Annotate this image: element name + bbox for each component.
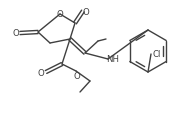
Text: NH: NH — [107, 55, 119, 64]
Text: O: O — [57, 9, 63, 18]
Text: Cl: Cl — [153, 50, 161, 59]
Text: O: O — [13, 29, 19, 38]
Text: O: O — [38, 69, 44, 78]
Text: O: O — [74, 72, 80, 81]
Text: O: O — [83, 7, 89, 16]
